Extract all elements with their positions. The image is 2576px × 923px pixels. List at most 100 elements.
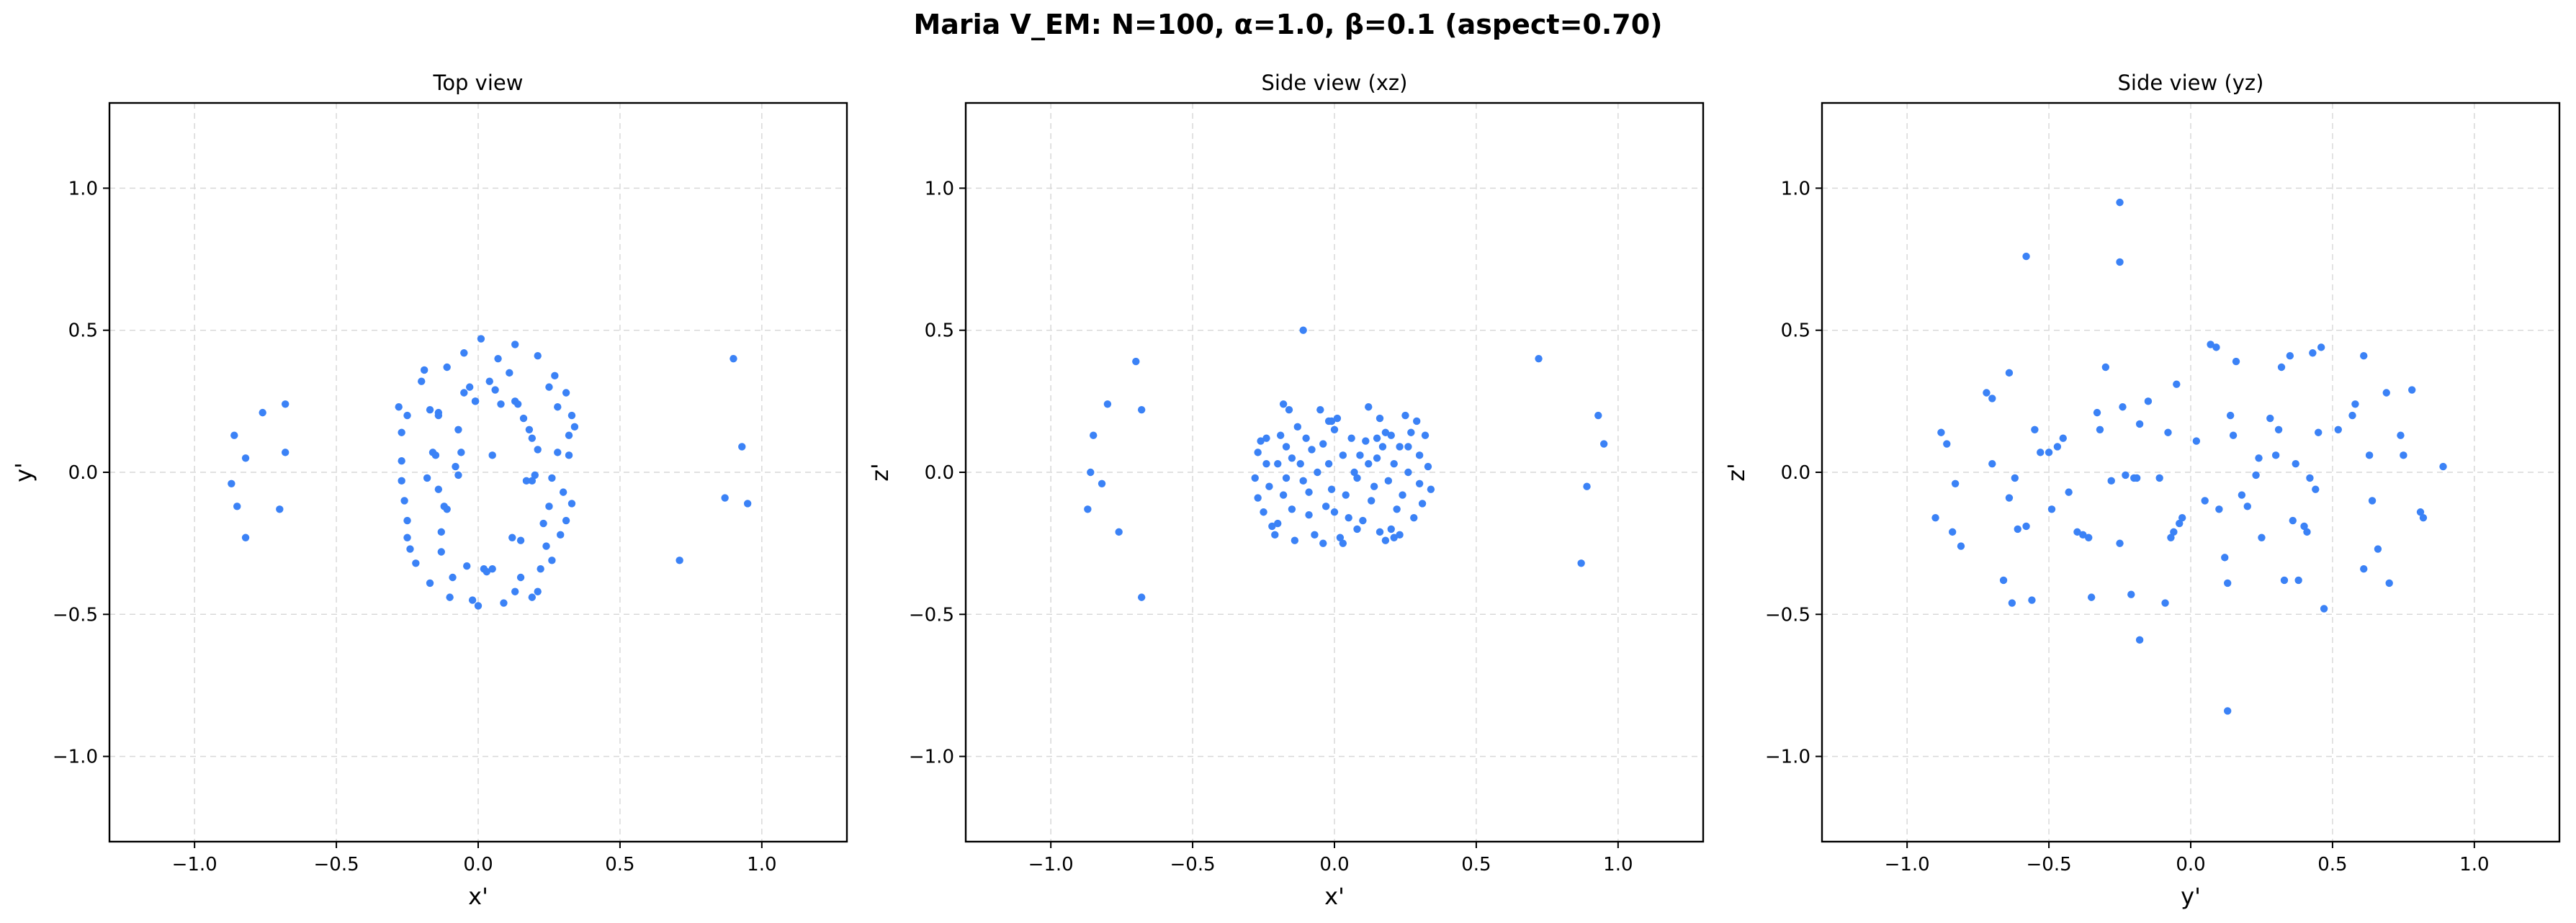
data-point: [2334, 426, 2342, 434]
data-point: [1396, 531, 1404, 539]
data-point: [2385, 579, 2393, 587]
data-point: [1951, 479, 1960, 487]
x-axis-label: x': [1324, 883, 1345, 910]
data-point: [554, 403, 562, 411]
data-point: [1535, 354, 1543, 363]
data-point: [1330, 426, 1339, 434]
data-point: [403, 533, 411, 541]
data-point: [400, 497, 408, 505]
x-tick-label: −0.5: [1170, 854, 1216, 875]
data-point: [1415, 479, 1424, 487]
data-point: [1375, 414, 1384, 423]
data-point: [1368, 497, 1375, 505]
data-point: [241, 533, 250, 541]
data-point: [1279, 491, 1288, 499]
data-point: [2022, 252, 2030, 261]
data-point: [516, 573, 525, 582]
data-point: [1257, 437, 1265, 445]
data-point: [2243, 503, 2251, 510]
data-point: [1276, 431, 1285, 439]
data-point: [454, 426, 462, 434]
data-point: [1381, 428, 1390, 436]
data-point: [2252, 471, 2260, 479]
data-point: [2127, 590, 2135, 598]
data-point: [2201, 497, 2209, 505]
data-point: [548, 474, 556, 482]
y-tick-label: −1.0: [53, 747, 98, 768]
data-point: [2065, 488, 2073, 496]
data-point: [398, 428, 405, 436]
data-point: [1387, 431, 1395, 439]
data-point: [2073, 528, 2081, 536]
data-point: [1415, 451, 1424, 459]
y-tick-label: 0.0: [925, 462, 954, 484]
data-point: [2280, 576, 2289, 585]
data-point: [1599, 440, 1608, 448]
side-view-xz-panel: −1.0 −0.5 0.0 0.5 1.0 −1.0 −0.5 0.0 0.5 1.0 Side v…: [866, 71, 1705, 910]
data-point: [2365, 451, 2374, 459]
x-tick-label: 0.5: [605, 854, 634, 875]
data-point: [449, 573, 457, 582]
data-point: [2317, 343, 2325, 351]
data-point: [2164, 428, 2172, 436]
data-point: [1282, 443, 1291, 451]
data-point: [398, 477, 405, 485]
data-point: [2053, 443, 2062, 451]
data-point: [528, 434, 537, 442]
data-point: [434, 408, 443, 417]
data-point: [1103, 400, 1112, 408]
data-point: [2116, 539, 2124, 547]
data-point: [539, 519, 547, 528]
data-point: [276, 505, 284, 513]
data-point: [559, 488, 567, 496]
data-point: [565, 451, 573, 459]
data-point: [513, 400, 522, 408]
data-point: [420, 366, 428, 374]
data-point: [721, 494, 729, 502]
data-point: [443, 505, 451, 513]
data-point: [528, 593, 537, 601]
data-point: [1285, 405, 1293, 414]
data-point: [1375, 528, 1384, 536]
data-point: [2306, 474, 2314, 482]
x-axis-label: x': [468, 883, 488, 910]
data-point: [477, 335, 485, 343]
data-point: [2360, 352, 2368, 360]
data-point: [2277, 363, 2286, 372]
data-point: [281, 449, 290, 456]
data-point: [1365, 459, 1373, 468]
data-point: [1399, 491, 1406, 499]
data-point: [1319, 440, 1327, 448]
data-point: [2135, 420, 2144, 428]
data-point: [2122, 471, 2130, 479]
y-tick-label: 1.0: [1781, 178, 1810, 199]
x-tick-label: 0.0: [1319, 854, 1349, 875]
data-point: [2045, 449, 2053, 456]
data-point: [1339, 539, 1347, 547]
data-point: [2303, 528, 2311, 536]
data-point: [1937, 428, 1945, 436]
data-point: [1132, 357, 1140, 366]
data-point: [1288, 454, 1296, 462]
data-point: [2408, 386, 2416, 394]
data-point: [431, 451, 440, 459]
data-point: [2419, 513, 2428, 522]
data-point: [2397, 431, 2405, 439]
data-point: [542, 542, 550, 550]
data-point: [1390, 533, 1398, 541]
data-point: [2215, 505, 2223, 513]
panel-title: Side view (xz): [1262, 71, 1408, 95]
x-tick-label: 0.0: [463, 854, 493, 875]
data-point: [1943, 440, 1951, 448]
data-point: [525, 426, 534, 434]
data-point: [460, 349, 468, 357]
data-point: [570, 423, 579, 431]
data-point: [1362, 437, 1370, 445]
data-point: [1931, 513, 1939, 522]
data-point: [418, 377, 426, 385]
data-point: [233, 503, 241, 510]
data-point: [551, 372, 559, 380]
data-point: [2161, 599, 2169, 607]
data-point: [1316, 405, 1324, 414]
data-point: [534, 446, 542, 454]
